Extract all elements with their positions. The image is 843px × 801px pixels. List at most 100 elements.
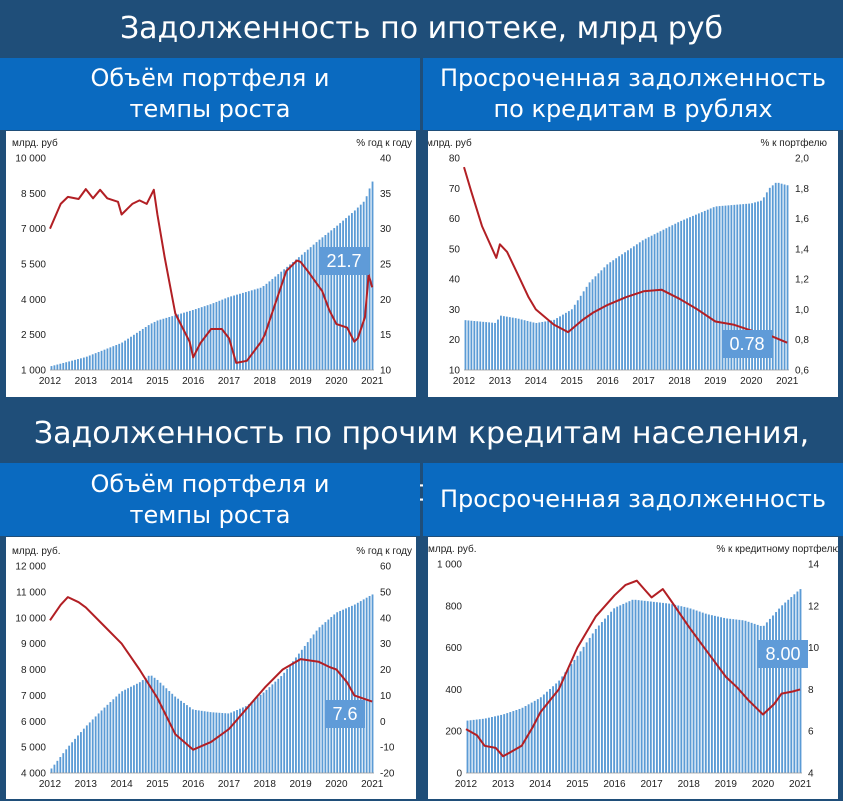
portfolio-bar [85,356,88,370]
portfolio-bar [106,704,109,773]
portfolio-bar [491,716,493,773]
portfolio-bar [74,738,76,773]
portfolio-bar [65,362,68,370]
portfolio-bar [553,319,556,370]
portfolio-bar [330,230,333,370]
x-tick-label: 2015 [561,376,584,387]
portfolio-bar [300,649,303,773]
y-left-tick-label: 20 [449,335,461,346]
left-axis-unit: млрд. руб [428,137,472,149]
portfolio-bar [318,627,321,773]
y-right-tick-label: 1,4 [795,244,809,255]
y-left-tick-label: 800 [445,601,462,612]
portfolio-bar [194,309,197,370]
portfolio-bar [674,604,677,773]
portfolio-bar [723,617,726,773]
portfolio-bar [706,209,709,370]
portfolio-bar [53,365,56,370]
portfolio-bar [618,256,621,370]
portfolio-bar [171,316,174,370]
portfolio-bar [640,600,643,773]
portfolio-bar [573,304,576,370]
portfolio-bar [701,612,704,773]
portfolio-bar [641,240,644,370]
portfolio-bar [236,710,238,773]
y-right-tick-label: 0 [380,717,386,728]
portfolio-bar [502,316,505,370]
portfolio-bar [680,606,683,773]
portfolio-bar [103,349,106,370]
y-left-tick-label: 5 000 [21,743,46,754]
portfolio-bar [353,604,356,773]
portfolio-bar [224,713,227,773]
portfolio-bar [612,260,615,370]
portfolio-bar [726,618,729,773]
y-right-tick-label: 1,8 [795,184,809,195]
portfolio-bar [168,317,171,370]
portfolio-bar [521,707,524,773]
portfolio-bar [153,677,156,773]
portfolio-bar [300,254,303,370]
x-tick-label: 2013 [489,376,512,387]
portfolio-bar [609,262,612,370]
portfolio-bar [292,262,294,370]
portfolio-bar [530,702,533,773]
portfolio-bar [188,707,191,773]
portfolio-bar [371,594,374,773]
portfolio-bar [183,702,185,773]
portfolio-bar [472,719,475,773]
portfolio-bar [549,688,551,773]
portfolio-bar [62,362,65,370]
portfolio-bar [371,181,374,370]
portfolio-bar [71,742,74,773]
portfolio-bar [250,290,253,370]
portfolio-bar [535,322,538,370]
x-tick-label: 2021 [776,376,799,387]
portfolio-bar [777,182,780,370]
portfolio-bar [109,702,112,773]
y-right-tick-label: 1,0 [795,305,809,316]
portfolio-bar [712,207,715,370]
portfolio-bar [538,322,541,370]
portfolio-bar [727,205,730,370]
portfolio-bar [180,313,182,370]
portfolio-bar [156,679,159,773]
portfolio-bar [345,608,347,773]
panel-title-text: Просроченная задолженность [439,485,827,513]
portfolio-bar [473,320,476,370]
portfolio-bar [677,222,680,370]
portfolio-bar [470,320,473,370]
portfolio-bar [604,618,606,773]
portfolio-bar [759,625,762,773]
portfolio-bar [71,360,74,370]
portfolio-bar [159,682,162,773]
portfolio-bar [638,242,641,370]
portfolio-bar [262,286,265,370]
portfolio-bar [784,602,787,773]
portfolio-bar [721,205,724,370]
portfolio-bar [230,296,233,370]
y-right-tick-label: -20 [380,769,395,780]
portfolio-bar [247,291,250,370]
portfolio-bar [165,688,168,773]
portfolio-bar [630,248,632,370]
portfolio-bar [141,328,144,370]
portfolio-bar [668,226,671,370]
portfolio-bar [271,278,274,370]
portfolio-bar [695,610,698,773]
portfolio-bar [762,625,765,773]
portfolio-bar [532,322,535,370]
portfolio-bar [665,228,668,370]
portfolio-bar [739,204,742,370]
portfolio-bar [342,220,344,370]
portfolio-bar [303,645,306,773]
y-right-tick-label: 30 [380,639,392,650]
portfolio-bar [607,615,609,773]
y-right-tick-label: 60 [380,562,392,573]
portfolio-bar [59,757,62,773]
portfolio-bar [710,615,713,773]
portfolio-bar [529,321,532,370]
portfolio-bar [144,327,147,370]
portfolio-bar [177,314,180,370]
portfolio-bar [153,321,156,370]
